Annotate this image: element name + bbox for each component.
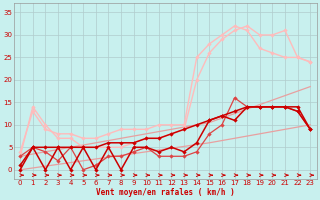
X-axis label: Vent moyen/en rafales ( km/h ): Vent moyen/en rafales ( km/h ) xyxy=(96,188,235,197)
